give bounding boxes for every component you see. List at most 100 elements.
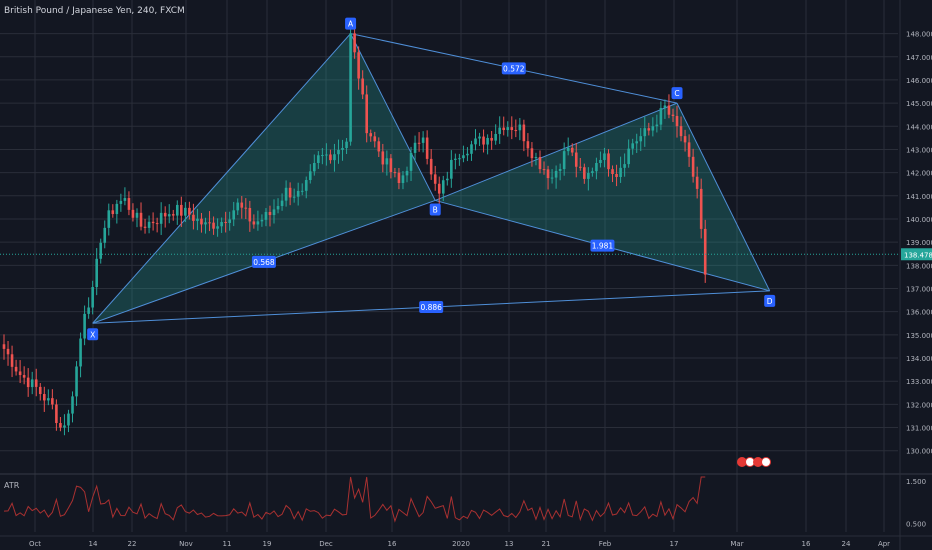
candle-body bbox=[409, 152, 413, 171]
time-tick-label: 16 bbox=[802, 540, 811, 548]
atr-indicator-label[interactable]: ATR bbox=[4, 481, 20, 490]
candle-body bbox=[446, 178, 449, 181]
atr-pane[interactable]: 1.500 0.500 bbox=[3, 476, 926, 529]
time-axis[interactable]: Oct 14 22 Nov 11 19 Dec 16 2020 13 21 Feb 17 Mar 16 24 A… bbox=[29, 540, 890, 548]
candle-body bbox=[43, 394, 46, 401]
candle-body bbox=[196, 218, 199, 221]
candle-body bbox=[87, 307, 90, 314]
candle-body bbox=[361, 78, 364, 95]
ratio-label[interactable]: 0.886 bbox=[419, 301, 444, 314]
ratio-label[interactable]: 0.572 bbox=[501, 62, 526, 75]
candle-body bbox=[639, 136, 643, 142]
point-label-b[interactable]: B bbox=[429, 203, 441, 216]
candle-body bbox=[200, 218, 203, 225]
harmonic-pattern-labels[interactable]: 0.568 0.572 1.981 0.886 X A B C D bbox=[87, 17, 776, 341]
candle-body bbox=[441, 180, 445, 194]
ratio-label-text: 1.981 bbox=[592, 242, 614, 251]
candle-body bbox=[244, 207, 248, 209]
point-label-c-text: C bbox=[674, 89, 679, 98]
candle-body bbox=[369, 133, 373, 137]
candle-body bbox=[256, 221, 260, 225]
candle-body bbox=[26, 377, 30, 388]
price-tick-label: 146.000 bbox=[906, 77, 932, 85]
candle-body bbox=[280, 200, 284, 207]
candle-body bbox=[345, 141, 348, 149]
candle-body bbox=[619, 167, 622, 177]
atr-tick-label: 0.500 bbox=[906, 521, 926, 529]
candle-body bbox=[643, 128, 647, 137]
candle-body bbox=[143, 226, 147, 228]
last-price-badge[interactable] bbox=[901, 248, 932, 261]
candle-body bbox=[607, 153, 610, 170]
candle-body bbox=[603, 153, 606, 160]
candle-body bbox=[292, 196, 296, 198]
candle-body bbox=[558, 169, 562, 171]
candle-body bbox=[321, 155, 324, 157]
candle-body bbox=[357, 52, 360, 79]
candle-body bbox=[458, 158, 461, 160]
point-label-a-text: A bbox=[348, 20, 354, 29]
candle-body bbox=[38, 386, 42, 395]
candle-body bbox=[175, 204, 179, 216]
point-label-d[interactable]: D bbox=[764, 294, 776, 307]
point-label-d-bg bbox=[764, 294, 776, 307]
price-tick-label: 138.000 bbox=[906, 262, 932, 270]
candle-body bbox=[538, 157, 542, 170]
candle-body bbox=[583, 167, 586, 179]
point-label-c[interactable]: C bbox=[671, 87, 683, 100]
candle-body bbox=[631, 143, 634, 149]
candle-body bbox=[397, 172, 401, 184]
candle-body bbox=[107, 210, 111, 228]
candle-body bbox=[34, 379, 38, 387]
candle-body bbox=[228, 219, 231, 223]
candle-body bbox=[276, 206, 280, 210]
candle-body bbox=[184, 207, 187, 216]
candle-body bbox=[63, 425, 66, 428]
candle-body bbox=[95, 258, 98, 288]
point-label-a[interactable]: A bbox=[345, 17, 357, 30]
candle-body bbox=[570, 147, 574, 153]
candle-body bbox=[574, 152, 578, 167]
candle-body bbox=[462, 155, 465, 159]
time-tick-label: 16 bbox=[388, 540, 397, 548]
candle-body bbox=[127, 198, 131, 210]
price-tick-label: 133.000 bbox=[906, 378, 932, 386]
pattern-triangle-bcd bbox=[435, 103, 770, 291]
event-markers[interactable] bbox=[737, 457, 771, 467]
candle-body bbox=[123, 198, 127, 201]
candle-body bbox=[71, 396, 74, 414]
candle-body bbox=[119, 200, 123, 204]
price-tick-label: 144.000 bbox=[906, 123, 932, 131]
candle-body bbox=[208, 222, 211, 224]
candle-body bbox=[393, 172, 397, 174]
candle-body bbox=[300, 190, 304, 192]
candle-body bbox=[691, 156, 695, 177]
candle-body bbox=[671, 114, 675, 116]
pattern-leg-cd bbox=[676, 102, 771, 292]
candle-body bbox=[67, 413, 70, 426]
candle-body bbox=[510, 127, 514, 131]
candle-body bbox=[647, 128, 651, 131]
ratio-label[interactable]: 0.568 bbox=[251, 255, 276, 268]
price-tick-label: 140.000 bbox=[906, 216, 932, 224]
time-tick-label: Dec bbox=[319, 540, 333, 548]
candle-body bbox=[405, 170, 409, 176]
candle-body bbox=[317, 155, 320, 163]
candle-body bbox=[2, 344, 6, 349]
event-marker[interactable] bbox=[761, 457, 771, 467]
price-tick-label: 130.000 bbox=[906, 448, 932, 456]
time-tick-label: 22 bbox=[128, 540, 137, 548]
candle-body bbox=[518, 124, 522, 131]
time-tick-label: Oct bbox=[29, 540, 41, 548]
candle-body bbox=[329, 154, 332, 161]
candle-body bbox=[506, 127, 510, 131]
candle-body bbox=[385, 158, 389, 165]
ratio-label[interactable]: 1.981 bbox=[590, 239, 615, 252]
candle-body bbox=[655, 124, 659, 127]
candle-body bbox=[131, 209, 135, 218]
point-label-x[interactable]: X bbox=[87, 328, 99, 341]
candle-body bbox=[353, 33, 356, 53]
ratio-label-text: 0.572 bbox=[503, 64, 525, 73]
